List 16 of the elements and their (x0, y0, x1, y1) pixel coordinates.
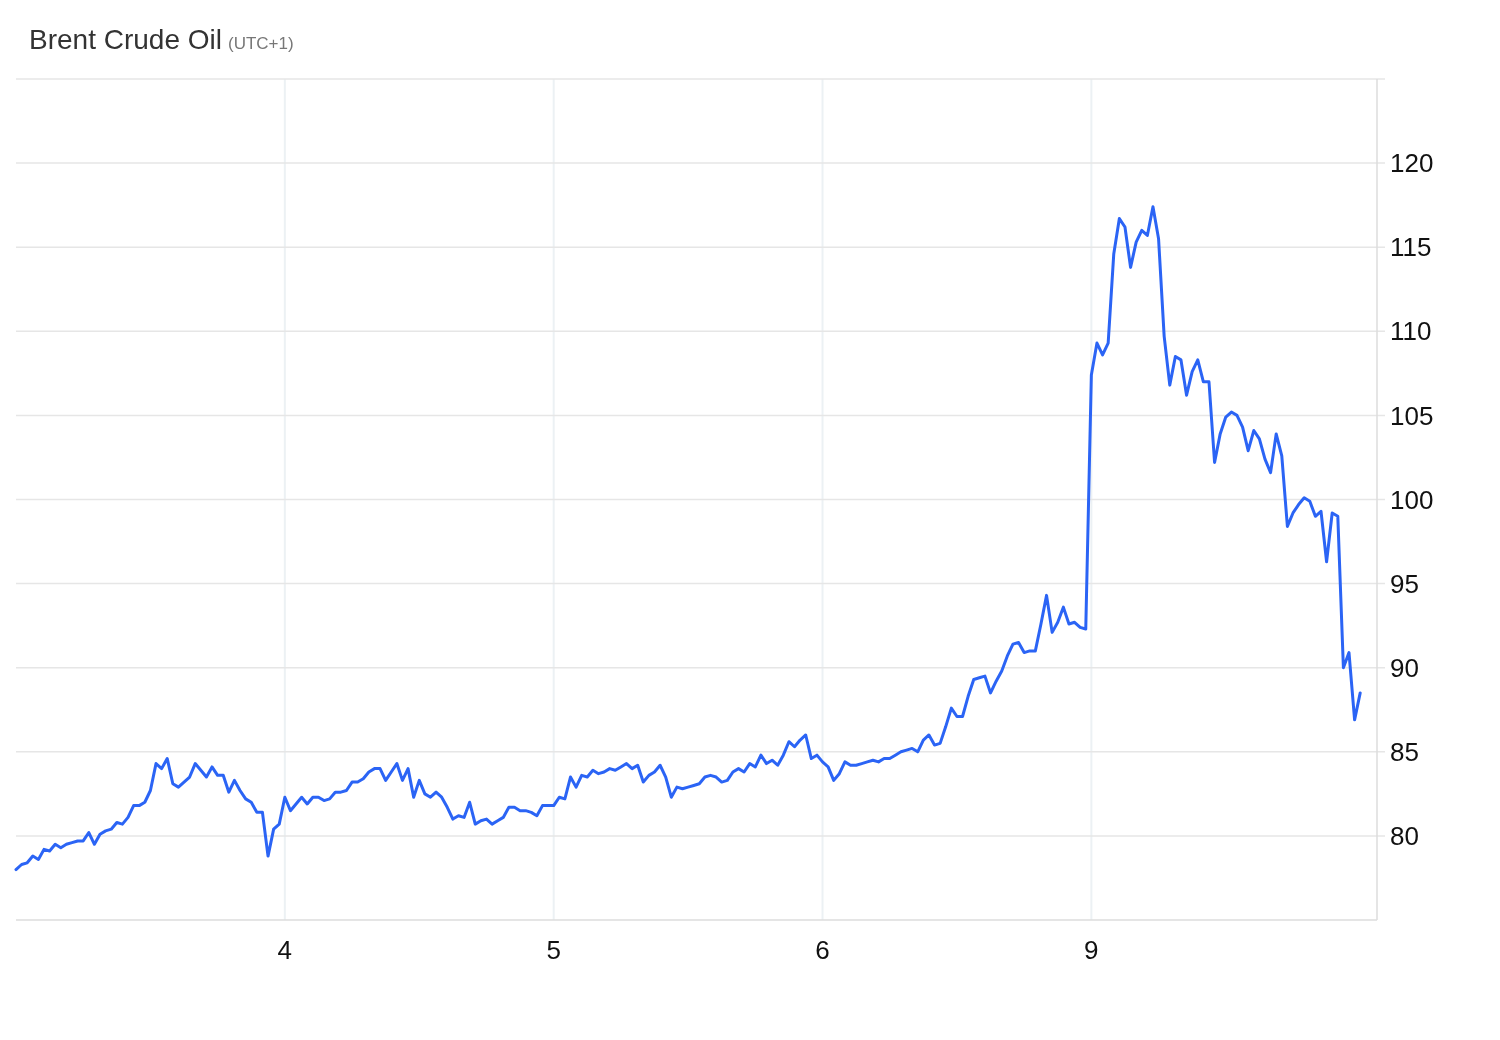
chart-title: Brent Crude Oil (29, 24, 222, 55)
y-tick-label: 95 (1390, 568, 1419, 599)
x-tick-label: 5 (546, 935, 561, 966)
x-tick-label: 6 (815, 935, 830, 966)
x-tick-label: 9 (1084, 935, 1099, 966)
y-tick-label: 85 (1390, 736, 1419, 767)
y-tick-label: 115 (1390, 232, 1432, 263)
line-series (14, 205, 1362, 872)
y-tick-label: 120 (1390, 148, 1434, 179)
x-tick-label: 4 (277, 935, 293, 966)
y-tick-label: 105 (1390, 400, 1434, 431)
y-tick-label: 100 (1390, 484, 1434, 515)
y-tick-label: 80 (1390, 821, 1419, 851)
y-tick-label: 110 (1390, 316, 1432, 347)
chart-subtitle: (UTC+1) (227, 34, 294, 53)
y-tick-label: 90 (1390, 652, 1419, 683)
